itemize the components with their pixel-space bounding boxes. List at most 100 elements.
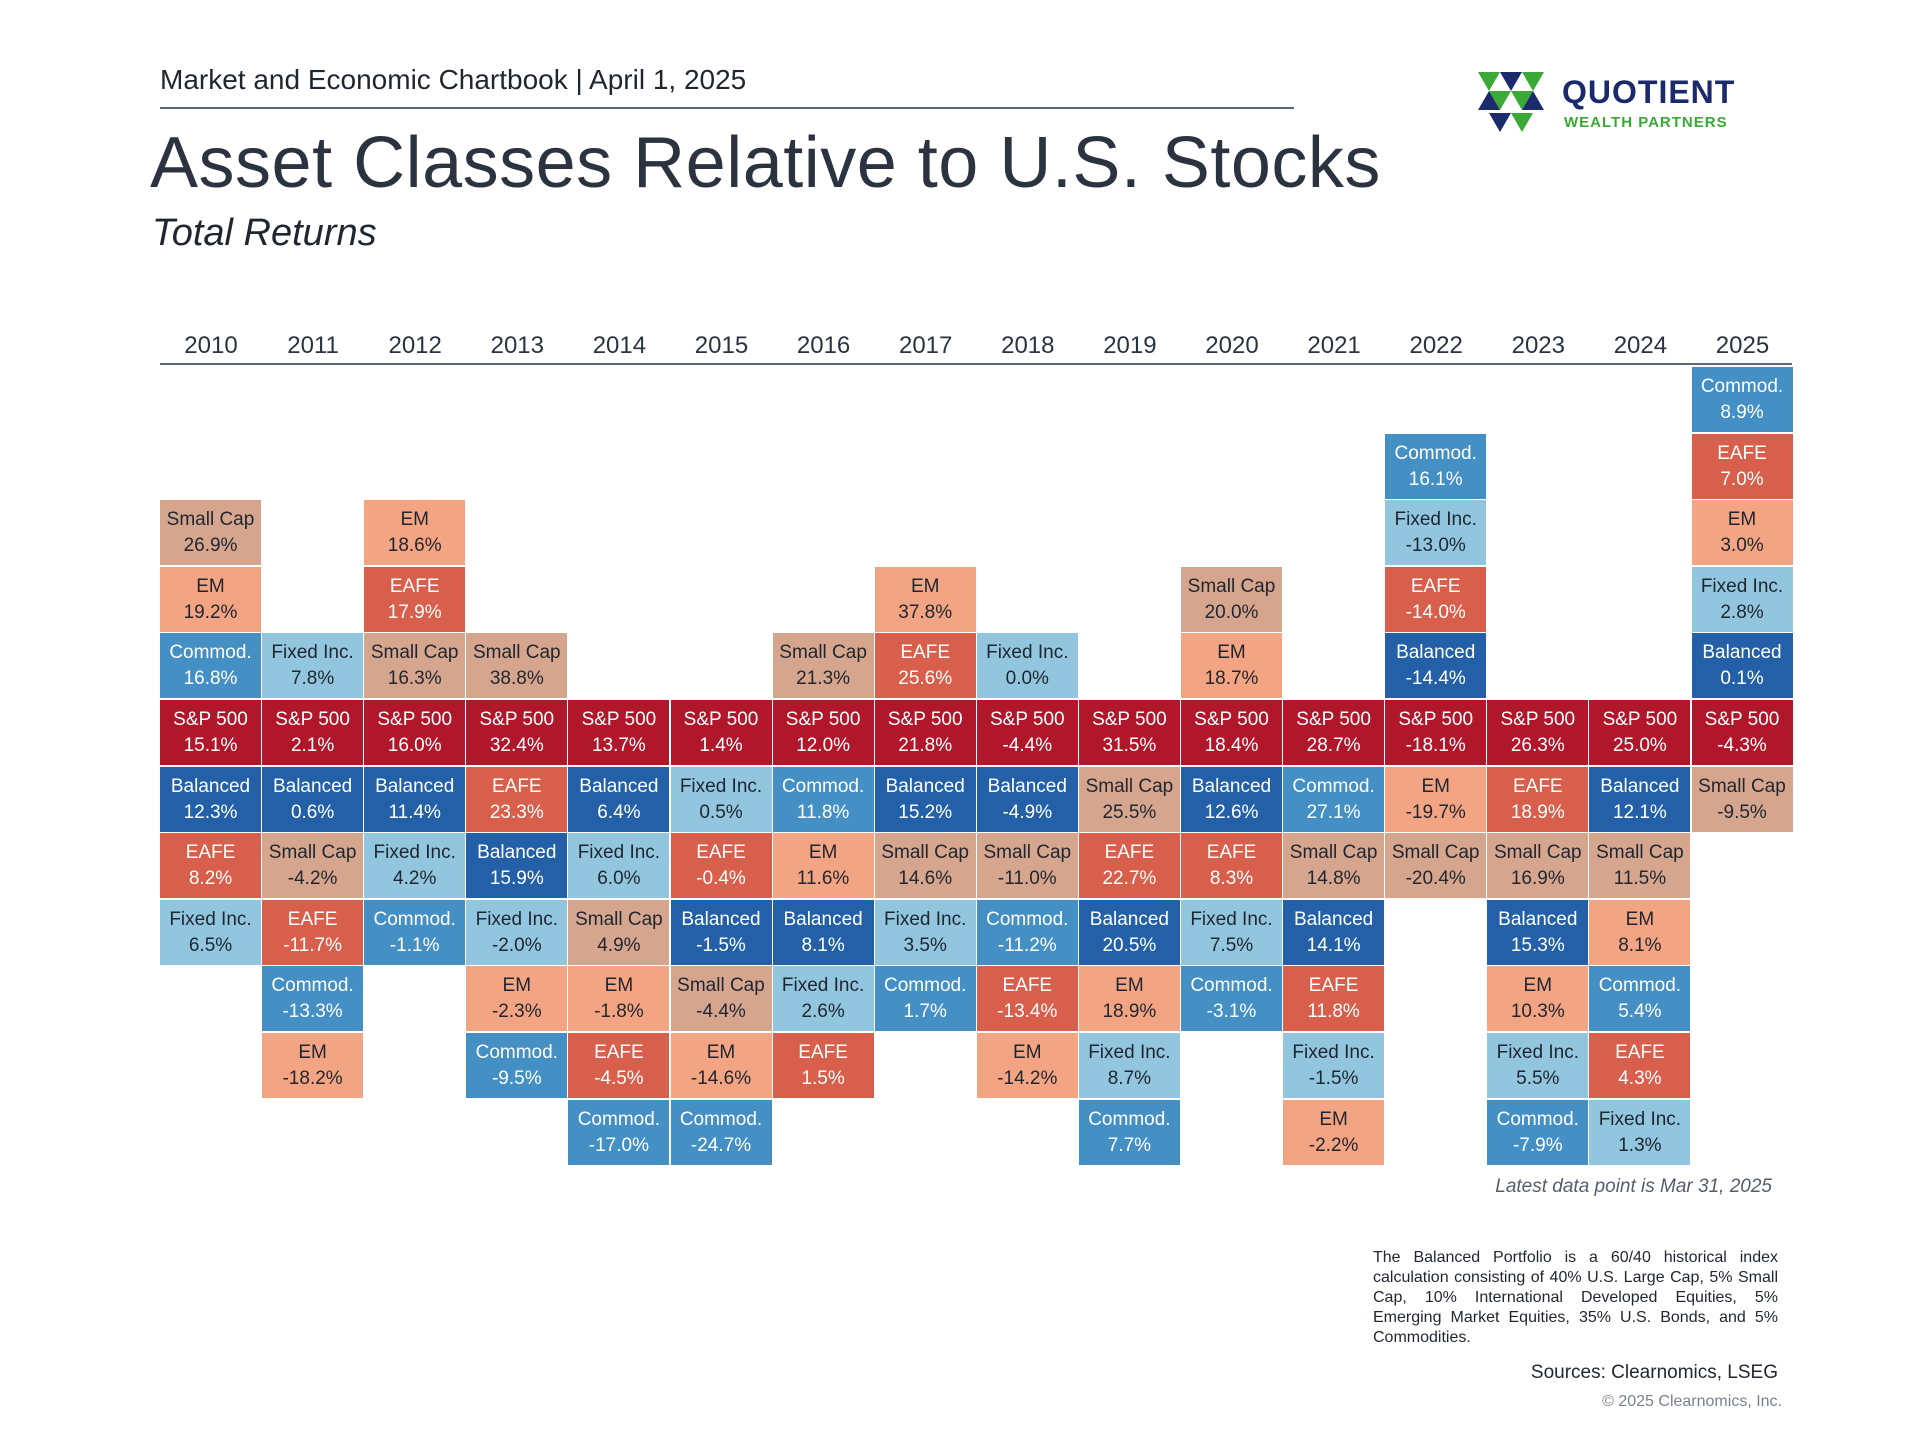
asset-cell: Commod. -24.7% bbox=[670, 1100, 772, 1165]
asset-return: -1.8% bbox=[594, 1000, 644, 1022]
asset-return: -14.0% bbox=[1405, 601, 1466, 623]
asset-name: EAFE bbox=[696, 841, 746, 863]
asset-cell: Commod. 11.8% bbox=[772, 767, 874, 832]
asset-return: -11.0% bbox=[997, 867, 1057, 889]
asset-return: 0.5% bbox=[699, 801, 743, 823]
asset-return: 28.7% bbox=[1306, 734, 1361, 756]
asset-return: -2.0% bbox=[491, 934, 542, 956]
asset-cell: Balanced 0.6% bbox=[262, 767, 364, 832]
asset-return: -24.7% bbox=[690, 1134, 752, 1156]
asset-return: 1.3% bbox=[1618, 1134, 1662, 1156]
asset-cell: EM -2.3% bbox=[466, 966, 568, 1031]
asset-return: -4.4% bbox=[696, 1000, 746, 1022]
asset-return: 17.9% bbox=[387, 601, 442, 623]
asset-return: 8.9% bbox=[1720, 401, 1764, 423]
asset-name: Commod. bbox=[577, 1108, 661, 1130]
asset-return: 7.0% bbox=[1720, 468, 1764, 490]
asset-cell: Small Cap -4.2% bbox=[262, 833, 364, 898]
asset-return: -1.1% bbox=[389, 934, 440, 956]
asset-return: 6.4% bbox=[597, 801, 641, 823]
asset-return: 0.0% bbox=[1005, 667, 1049, 689]
logo-tagline: WEALTH PARTNERS bbox=[1564, 114, 1728, 131]
sp500-cell: S&P 500 16.0% bbox=[364, 700, 466, 765]
sp500-cell: S&P 500 -18.1% bbox=[1385, 700, 1487, 765]
asset-name: S&P 500 bbox=[1296, 708, 1371, 730]
asset-cell: EM -14.6% bbox=[670, 1033, 772, 1098]
asset-return: -13.0% bbox=[1405, 534, 1466, 556]
asset-cell: Commod. 1.7% bbox=[874, 966, 976, 1031]
asset-name: Fixed Inc. bbox=[986, 641, 1069, 663]
asset-cell: Commod. -1.1% bbox=[364, 900, 466, 965]
asset-name: EAFE bbox=[185, 841, 236, 863]
asset-name: EAFE bbox=[798, 1041, 848, 1063]
asset-name: EM bbox=[1523, 974, 1553, 996]
asset-cell: EAFE -11.7% bbox=[262, 900, 364, 965]
asset-name: EM bbox=[808, 841, 838, 863]
asset-name: Balanced bbox=[1396, 641, 1476, 663]
sp500-cell: S&P 500 28.7% bbox=[1283, 700, 1385, 765]
asset-cell: EM 3.0% bbox=[1691, 500, 1793, 565]
asset-cell: Balanced 14.1% bbox=[1283, 900, 1385, 965]
asset-name: Balanced bbox=[681, 908, 761, 930]
asset-return: 11.6% bbox=[796, 867, 850, 889]
asset-name: Fixed Inc. bbox=[1496, 1041, 1579, 1063]
asset-name: Commod. bbox=[679, 1108, 763, 1130]
quotient-logo-mark-icon bbox=[1478, 72, 1544, 132]
asset-name: Commod. bbox=[986, 908, 1069, 930]
asset-return: 27.1% bbox=[1306, 801, 1361, 823]
asset-cell: Balanced 15.2% bbox=[874, 767, 976, 832]
asset-return: 26.9% bbox=[183, 534, 238, 556]
asset-return: -9.5% bbox=[491, 1067, 542, 1089]
asset-name: S&P 500 bbox=[1398, 708, 1474, 730]
asset-return: 3.5% bbox=[903, 934, 947, 956]
asset-cell: Fixed Inc. 2.8% bbox=[1691, 567, 1793, 632]
asset-cell: Balanced 11.4% bbox=[364, 767, 466, 832]
asset-name: EM bbox=[910, 575, 940, 597]
asset-name: Small Cap bbox=[677, 974, 765, 996]
asset-cell: Fixed Inc. 0.5% bbox=[670, 767, 772, 832]
logo-name: QUOTIENT bbox=[1562, 74, 1736, 110]
asset-name: Small Cap bbox=[1493, 841, 1582, 863]
asset-cell: Fixed Inc. 6.5% bbox=[160, 900, 261, 965]
asset-name: Commod. bbox=[475, 1041, 558, 1063]
asset-name: Fixed Inc. bbox=[884, 908, 967, 930]
asset-return: 8.1% bbox=[1618, 934, 1662, 956]
asset-cell: EM 18.6% bbox=[364, 500, 466, 565]
asset-cell: Small Cap -20.4% bbox=[1385, 833, 1487, 898]
asset-name: S&P 500 bbox=[173, 708, 248, 730]
asset-cell: EAFE 4.3% bbox=[1589, 1033, 1691, 1098]
asset-name: Small Cap bbox=[1391, 841, 1480, 863]
asset-name: EM bbox=[400, 508, 429, 530]
asset-name: S&P 500 bbox=[275, 708, 350, 730]
asset-name: Small Cap bbox=[983, 841, 1072, 863]
header-rule bbox=[160, 107, 1294, 109]
page-title: Asset Classes Relative to U.S. Stocks bbox=[150, 123, 1381, 203]
asset-return: 5.4% bbox=[1618, 1000, 1662, 1022]
asset-cell: EAFE 1.5% bbox=[772, 1033, 874, 1098]
asset-return: 21.3% bbox=[796, 667, 851, 689]
asset-name: EAFE bbox=[1512, 775, 1563, 797]
asset-cell: EAFE -4.5% bbox=[568, 1033, 670, 1098]
asset-name: EAFE bbox=[1206, 841, 1257, 863]
asset-name: Commod. bbox=[373, 908, 456, 930]
asset-return: 4.9% bbox=[597, 934, 641, 956]
sp500-cell: S&P 500 18.4% bbox=[1181, 700, 1282, 765]
asset-return: 18.9% bbox=[1510, 801, 1565, 823]
sources-note: Sources: Clearnomics, LSEG bbox=[1530, 1362, 1778, 1383]
sp500-cell: S&P 500 32.4% bbox=[466, 700, 568, 765]
asset-return: -14.2% bbox=[997, 1067, 1058, 1089]
asset-return: 18.4% bbox=[1204, 734, 1259, 756]
asset-return: 11.4% bbox=[388, 801, 441, 823]
sp500-cell: S&P 500 12.0% bbox=[772, 700, 874, 765]
asset-return: -9.5% bbox=[1717, 801, 1767, 823]
asset-return: -20.4% bbox=[1405, 867, 1466, 889]
asset-cell: Fixed Inc. 1.3% bbox=[1589, 1100, 1691, 1165]
asset-return: 7.5% bbox=[1209, 934, 1254, 956]
asset-cell: Small Cap 11.5% bbox=[1589, 833, 1691, 898]
asset-name: Balanced bbox=[1293, 908, 1374, 930]
asset-return: -2.2% bbox=[1308, 1134, 1359, 1156]
asset-cell: EAFE 17.9% bbox=[364, 567, 466, 632]
asset-cell: EM 37.8% bbox=[874, 567, 976, 632]
asset-return: 15.2% bbox=[898, 801, 953, 823]
asset-name: EAFE bbox=[1104, 841, 1155, 863]
